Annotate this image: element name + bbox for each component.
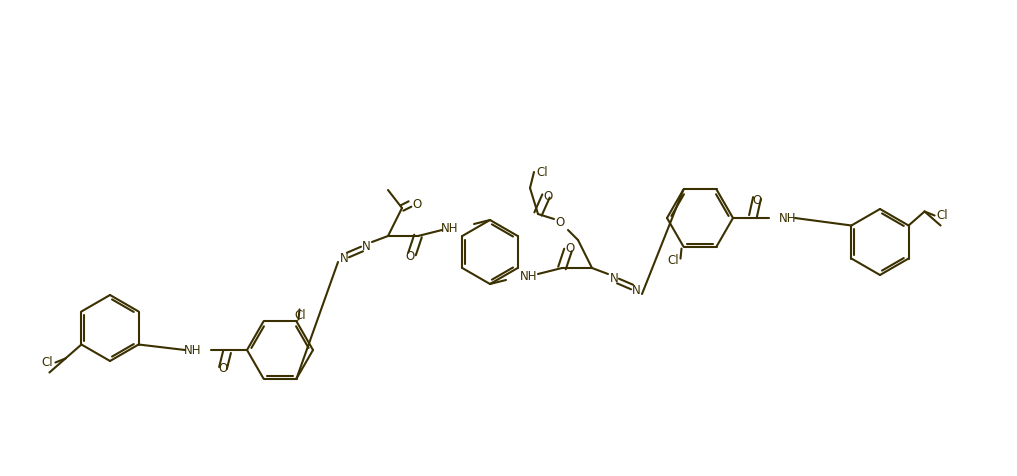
- Text: NH: NH: [440, 221, 458, 235]
- Text: N: N: [340, 251, 349, 265]
- Text: N: N: [362, 239, 370, 252]
- Text: Cl: Cl: [42, 356, 54, 369]
- Text: O: O: [219, 361, 228, 375]
- Text: O: O: [753, 194, 762, 207]
- Text: N: N: [609, 271, 618, 285]
- Text: Cl: Cl: [937, 209, 948, 222]
- Text: O: O: [555, 216, 564, 228]
- Text: O: O: [406, 249, 415, 262]
- Text: O: O: [412, 198, 421, 211]
- Text: NH: NH: [183, 344, 201, 357]
- Text: Cl: Cl: [668, 254, 679, 267]
- Text: Cl: Cl: [295, 309, 306, 322]
- Text: NH: NH: [520, 269, 538, 282]
- Text: N: N: [632, 284, 641, 297]
- Text: O: O: [543, 189, 552, 202]
- Text: O: O: [565, 241, 575, 255]
- Text: Cl: Cl: [536, 166, 547, 178]
- Text: NH: NH: [779, 211, 796, 225]
